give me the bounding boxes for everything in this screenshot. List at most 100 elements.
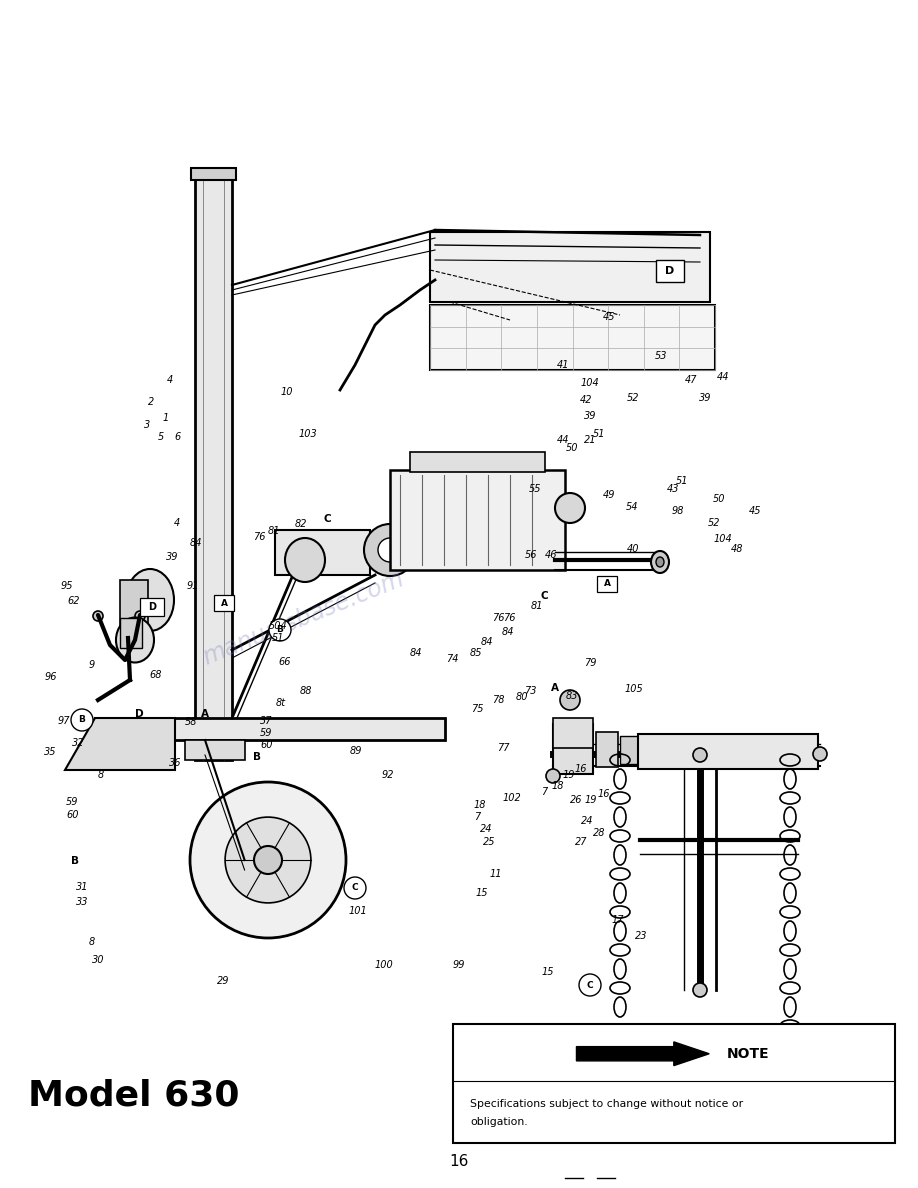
Text: 1: 1 xyxy=(162,413,168,423)
Text: B: B xyxy=(72,857,79,866)
Ellipse shape xyxy=(135,611,145,621)
Circle shape xyxy=(190,782,346,939)
Text: 4: 4 xyxy=(174,518,180,527)
Text: 504: 504 xyxy=(269,621,287,631)
Bar xyxy=(214,595,234,611)
Text: 59: 59 xyxy=(66,797,79,807)
Text: 80: 80 xyxy=(515,693,528,702)
Text: 54: 54 xyxy=(625,503,638,512)
Text: 5: 5 xyxy=(158,432,163,442)
Text: D: D xyxy=(135,709,144,719)
Bar xyxy=(553,723,593,775)
Text: 4: 4 xyxy=(167,375,173,385)
Text: 48: 48 xyxy=(731,544,744,554)
Text: 99: 99 xyxy=(453,960,465,969)
Text: Model 630: Model 630 xyxy=(28,1079,239,1113)
Text: 45: 45 xyxy=(602,312,615,322)
Text: 104: 104 xyxy=(581,378,599,387)
Text: 25: 25 xyxy=(483,838,496,847)
Text: Specifications subject to change without notice or: Specifications subject to change without… xyxy=(470,1099,744,1108)
Text: 46: 46 xyxy=(544,550,557,560)
Text: 9: 9 xyxy=(89,661,95,670)
Bar xyxy=(275,530,370,575)
Ellipse shape xyxy=(546,769,560,783)
Text: 53: 53 xyxy=(655,352,667,361)
Text: 96: 96 xyxy=(44,672,57,682)
Text: 44: 44 xyxy=(556,435,569,444)
Text: 84: 84 xyxy=(480,637,493,646)
Text: 103: 103 xyxy=(298,429,317,438)
Text: obligation.: obligation. xyxy=(470,1117,528,1126)
Bar xyxy=(120,618,142,647)
Text: 51: 51 xyxy=(272,633,285,643)
Text: 85: 85 xyxy=(469,649,482,658)
Text: 95: 95 xyxy=(61,581,73,590)
Text: 7: 7 xyxy=(542,788,547,797)
Bar xyxy=(195,178,232,760)
Text: 55: 55 xyxy=(529,485,542,494)
Text: 39: 39 xyxy=(699,393,711,403)
Text: D: D xyxy=(148,602,156,612)
Bar xyxy=(656,260,684,282)
Bar xyxy=(185,740,245,760)
Text: 74: 74 xyxy=(446,655,459,664)
Text: C: C xyxy=(352,884,358,892)
Text: 18: 18 xyxy=(552,782,565,791)
Text: 40: 40 xyxy=(627,544,640,554)
Polygon shape xyxy=(577,1042,710,1066)
Circle shape xyxy=(254,846,282,874)
Text: 15: 15 xyxy=(542,967,554,977)
Bar xyxy=(95,718,445,740)
Text: A: A xyxy=(201,709,208,719)
Bar xyxy=(430,305,715,369)
Text: 83: 83 xyxy=(565,691,578,701)
Text: 30: 30 xyxy=(92,955,105,965)
Text: 24: 24 xyxy=(480,824,493,834)
Text: 98: 98 xyxy=(671,506,684,516)
Text: 11: 11 xyxy=(489,870,502,879)
Bar xyxy=(410,451,545,472)
Text: 75: 75 xyxy=(471,704,484,714)
Text: A: A xyxy=(220,599,228,607)
Text: 7: 7 xyxy=(475,813,480,822)
Ellipse shape xyxy=(378,538,402,562)
Text: 52: 52 xyxy=(627,393,640,403)
Text: 82: 82 xyxy=(295,519,308,529)
Text: A: A xyxy=(552,683,559,693)
Text: D: D xyxy=(666,266,675,276)
Text: 60: 60 xyxy=(66,810,79,820)
Bar xyxy=(453,1024,895,1143)
Text: 84: 84 xyxy=(189,538,202,548)
Bar xyxy=(620,737,638,764)
Text: 16: 16 xyxy=(598,789,610,798)
Text: 100: 100 xyxy=(375,960,393,969)
Ellipse shape xyxy=(651,551,669,573)
Text: 52: 52 xyxy=(708,518,721,527)
Text: 45: 45 xyxy=(749,506,762,516)
Text: 42: 42 xyxy=(579,396,592,405)
Text: 50: 50 xyxy=(565,443,578,453)
Text: 41: 41 xyxy=(556,360,569,369)
Text: 60: 60 xyxy=(260,740,273,750)
Text: 104: 104 xyxy=(714,535,733,544)
Text: 29: 29 xyxy=(217,977,230,986)
Text: 39: 39 xyxy=(166,552,179,562)
Bar xyxy=(430,232,710,302)
Text: 18: 18 xyxy=(474,801,487,810)
Text: 76: 76 xyxy=(492,613,505,623)
Text: 102: 102 xyxy=(503,794,521,803)
Text: 31: 31 xyxy=(76,883,89,892)
Text: B: B xyxy=(79,715,85,725)
Ellipse shape xyxy=(560,690,580,710)
Text: 3: 3 xyxy=(144,421,150,430)
Text: 32: 32 xyxy=(72,738,84,747)
Ellipse shape xyxy=(285,538,325,582)
Text: 47: 47 xyxy=(685,375,698,385)
Text: 68: 68 xyxy=(150,670,162,680)
Text: 105: 105 xyxy=(624,684,643,694)
Text: C: C xyxy=(587,980,593,990)
Text: 21: 21 xyxy=(584,435,597,444)
Text: 28: 28 xyxy=(593,828,606,838)
Ellipse shape xyxy=(116,618,154,663)
Text: B: B xyxy=(276,626,284,634)
